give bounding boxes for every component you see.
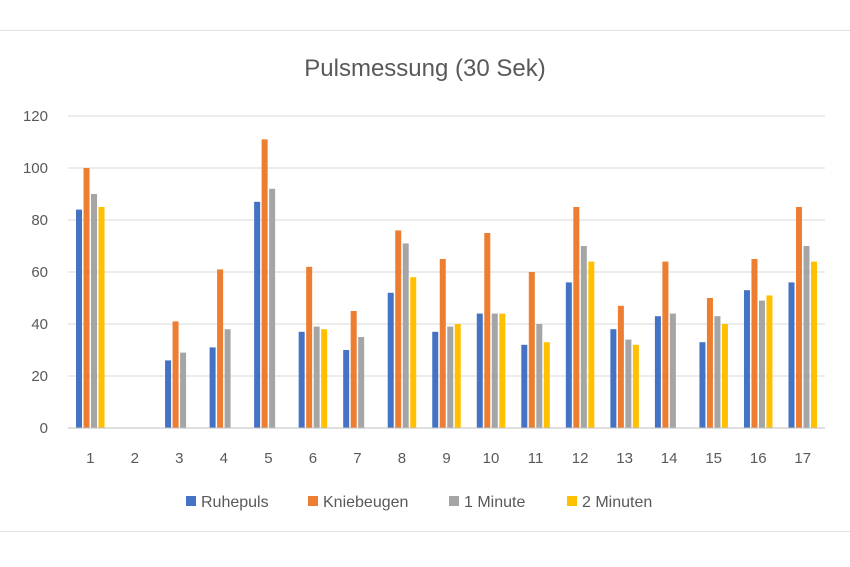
legend-swatch — [308, 496, 318, 506]
bar-ruhepuls-1 — [76, 209, 83, 428]
bar-2-minuten-13 — [632, 344, 639, 428]
legend-swatch — [567, 496, 577, 506]
bar-ruhepuls-5 — [254, 201, 261, 428]
bar-1-minute-11 — [536, 324, 543, 428]
x-tick-label: 10 — [483, 450, 500, 467]
bar-2-minuten-11 — [543, 342, 550, 428]
bar-1-minute-6 — [313, 326, 320, 428]
x-tick-label: 17 — [794, 450, 811, 467]
bar-ruhepuls-3 — [165, 360, 172, 428]
bar-1-minute-13 — [625, 339, 632, 428]
bar-1-minute-7 — [358, 337, 365, 428]
x-tick-label: 5 — [264, 450, 272, 467]
bar-kniebeugen-12 — [573, 207, 580, 428]
x-tick-label: 9 — [442, 450, 450, 467]
bar-ruhepuls-7 — [343, 350, 350, 428]
x-tick-label: 3 — [175, 450, 183, 467]
bar-1-minute-14 — [669, 313, 676, 428]
bar-1-minute-15 — [714, 316, 721, 428]
bar-kniebeugen-15 — [706, 298, 713, 428]
bar-ruhepuls-10 — [476, 313, 483, 428]
bar-1-minute-12 — [580, 246, 587, 428]
bar-kniebeugen-5 — [261, 139, 268, 428]
bar-2-minuten-8 — [410, 277, 417, 428]
x-tick-label: 8 — [398, 450, 406, 467]
legend-label: Kniebeugen — [323, 494, 408, 511]
y-tick-label: 0 — [40, 420, 48, 437]
bar-1-minute-1 — [91, 194, 98, 428]
bar-1-minute-8 — [402, 243, 409, 428]
x-axis-ticks: 1 2 3 4 5 6 7 8 9 10 11 12 13 14 15 16 17 — [86, 450, 811, 467]
grid-lines — [68, 115, 825, 377]
bar-1-minute-10 — [491, 313, 498, 428]
x-tick-label: 4 — [220, 450, 228, 467]
bar-2-minuten-10 — [499, 313, 506, 428]
bar-ruhepuls-13 — [610, 329, 617, 428]
bar-kniebeugen-14 — [662, 261, 669, 428]
bar-1-minute-17 — [803, 246, 810, 428]
bar-ruhepuls-8 — [387, 292, 394, 428]
bar-ruhepuls-4 — [209, 347, 216, 428]
bar-2-minuten-9 — [454, 324, 461, 428]
x-tick-label: 7 — [353, 450, 361, 467]
chart-frame — [0, 30, 850, 532]
x-tick-label: 2 — [131, 450, 139, 467]
legend-label: 2 Minuten — [582, 494, 652, 511]
x-tick-label: 13 — [616, 450, 633, 467]
legend: Ruhepuls Kniebeugen 1 Minute 2 Minuten — [186, 494, 652, 511]
bar-1-minute-4 — [224, 329, 231, 428]
bar-2-minuten-17 — [810, 261, 817, 428]
bar-ruhepuls-12 — [565, 282, 572, 428]
x-tick-label: 6 — [309, 450, 317, 467]
bar-1-minute-3 — [180, 352, 187, 428]
bar-kniebeugen-3 — [172, 321, 179, 428]
bar-kniebeugen-6 — [306, 266, 313, 428]
bar-kniebeugen-7 — [350, 311, 357, 428]
bar-kniebeugen-4 — [217, 269, 224, 428]
x-tick-label: 16 — [750, 450, 767, 467]
bar-1-minute-5 — [269, 188, 276, 428]
bars — [76, 139, 817, 428]
bar-1-minute-9 — [447, 326, 454, 428]
y-tick-label: 120 — [23, 108, 48, 125]
bar-ruhepuls-17 — [788, 282, 795, 428]
bar-kniebeugen-8 — [395, 230, 402, 428]
bar-kniebeugen-1 — [83, 168, 90, 428]
bar-2-minuten-16 — [766, 295, 773, 428]
bar-kniebeugen-11 — [528, 272, 535, 428]
bar-ruhepuls-6 — [298, 331, 305, 428]
bar-2-minuten-15 — [721, 324, 728, 428]
y-tick-label: 80 — [31, 212, 48, 229]
x-tick-label: 1 — [86, 450, 94, 467]
x-tick-label: 12 — [572, 450, 589, 467]
legend-label: Ruhepuls — [201, 494, 269, 511]
bar-1-minute-16 — [758, 300, 765, 428]
bar-kniebeugen-17 — [795, 207, 802, 428]
x-tick-label: 14 — [661, 450, 678, 467]
bar-ruhepuls-16 — [743, 290, 750, 428]
bar-ruhepuls-11 — [521, 344, 528, 428]
bar-kniebeugen-16 — [751, 259, 758, 428]
bar-2-minuten-12 — [588, 261, 595, 428]
bar-ruhepuls-15 — [699, 342, 706, 428]
y-tick-label: 60 — [31, 264, 48, 281]
y-axis-ticks: 0 20 40 60 80 100 120 — [23, 108, 48, 437]
y-tick-label: 40 — [31, 316, 48, 333]
legend-swatch — [186, 496, 196, 506]
bar-2-minuten-1 — [98, 207, 105, 428]
bar-kniebeugen-9 — [439, 259, 446, 428]
chart-title: Pulsmessung (30 Sek) — [304, 55, 545, 82]
legend-label: 1 Minute — [464, 494, 525, 511]
y-tick-label: 20 — [31, 368, 48, 385]
x-tick-label: 11 — [528, 450, 544, 467]
y-tick-label: 100 — [23, 160, 48, 177]
bar-2-minuten-6 — [321, 329, 328, 428]
legend-swatch — [449, 496, 459, 506]
x-tick-label: 15 — [705, 450, 722, 467]
bar-ruhepuls-9 — [432, 331, 439, 428]
bar-ruhepuls-14 — [654, 316, 661, 428]
bar-kniebeugen-13 — [617, 305, 624, 428]
bar-kniebeugen-10 — [484, 233, 491, 428]
